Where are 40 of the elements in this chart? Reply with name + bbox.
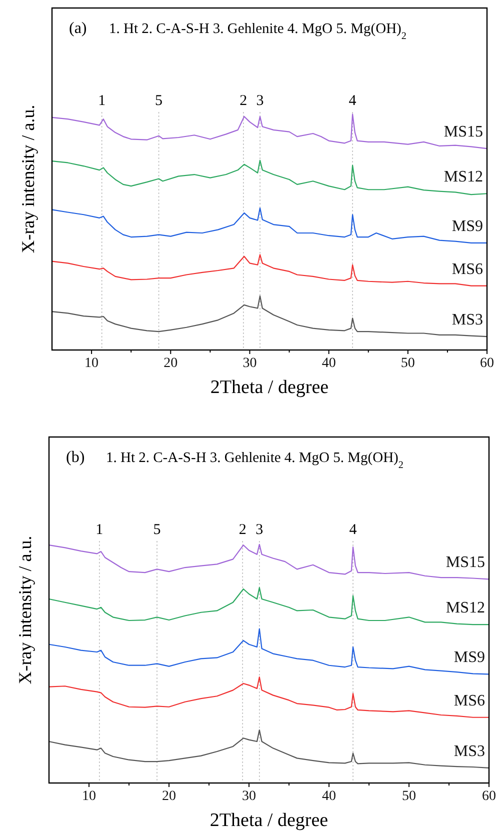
x-tick-label: 10 (82, 788, 96, 804)
text: 3 (256, 522, 264, 538)
series-label: MS3 (452, 312, 483, 329)
x-tick-label: 40 (322, 788, 336, 804)
x-tick-label: 20 (164, 356, 178, 371)
text: 1 (98, 93, 106, 109)
series-label: MS12 (444, 168, 483, 186)
text: 4 (348, 93, 357, 109)
text: 4 (349, 522, 358, 538)
x-tick-label: 30 (242, 788, 256, 804)
series-label: MS15 (446, 554, 485, 572)
text: 1. Ht 2. C-A-S-H 3. Gehlenite 4. MgO 5. Mg(OH)$_{2}$ (109, 21, 406, 42)
x-tick-label: 20 (162, 788, 176, 804)
y-axis-title: X-ray intensity / a.u. (18, 104, 38, 254)
series-label: MS3 (454, 742, 485, 760)
text: (b) (66, 449, 85, 466)
y-axis-title: X-ray intensity / a.u. (15, 536, 35, 684)
series-label: MS9 (454, 649, 485, 666)
series-label: MS15 (444, 124, 483, 141)
series-label: MS6 (454, 692, 485, 710)
x-axis-title: 2Theta / degree (210, 377, 329, 398)
series-label: MS12 (446, 600, 485, 617)
x-tick-label: 50 (400, 356, 415, 371)
text: 3 (256, 93, 264, 109)
text: 1 (96, 522, 104, 538)
x-tick-label: 60 (480, 356, 494, 371)
series-label: MS9 (452, 218, 483, 235)
text: 2 (240, 93, 248, 109)
text: 2 (238, 522, 246, 538)
text: (a) (69, 20, 87, 37)
text: 1. Ht 2. C-A-S-H 3. Gehlenite 4. MgO 5. Mg(OH)$_{2}$ (106, 450, 404, 470)
x-axis-title: 2Theta / degree (210, 810, 328, 831)
x-tick-label: 60 (482, 788, 496, 804)
series-label: MS6 (452, 260, 483, 278)
x-tick-label: 40 (322, 356, 336, 371)
text: 5 (155, 93, 163, 109)
text: 5 (153, 522, 161, 538)
x-tick-label: 50 (402, 788, 416, 804)
x-tick-label: 30 (242, 356, 257, 371)
x-tick-label: 10 (84, 356, 99, 371)
